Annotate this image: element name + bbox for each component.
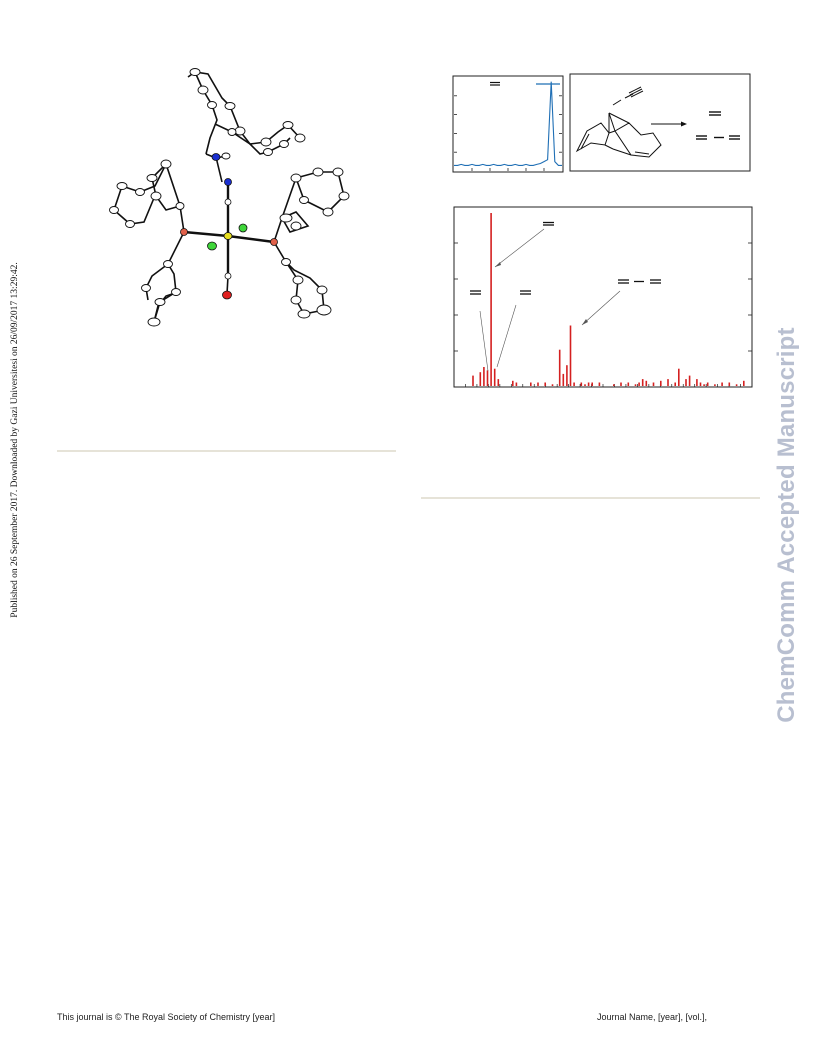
bridged-anthracene-structure (575, 112, 662, 158)
ms-bar (652, 382, 655, 386)
ms-bar (696, 379, 698, 386)
ir-plot-frame (452, 75, 564, 173)
publication-sidebar: Published on 26 September 2017. Download… (4, 240, 26, 640)
phosphorus-atom (270, 238, 278, 246)
ms-bar (674, 382, 676, 386)
annotation-second-peak (496, 290, 531, 368)
ms-bar (678, 368, 680, 386)
ms-bar (638, 382, 640, 386)
nitrogen-atom (224, 178, 232, 186)
ms-bar (667, 379, 669, 386)
ms-bar (613, 384, 615, 386)
ms-bar (551, 384, 554, 386)
annotation-dimer-peak (581, 279, 661, 326)
ms-bar (566, 365, 568, 386)
ms-bar (537, 382, 539, 386)
ms-bar (735, 384, 738, 386)
ms-bar (714, 384, 716, 386)
ms-bar (660, 380, 662, 386)
chlorine-atom (238, 223, 248, 233)
ms-bar (721, 382, 723, 386)
ms-bar (486, 370, 489, 386)
ms-bar (584, 384, 586, 386)
metal-atom (223, 232, 233, 240)
ms-bar (497, 379, 500, 386)
ms-bar (490, 213, 492, 386)
ms-bar (699, 382, 702, 386)
mass-spectrum-chart (453, 206, 753, 388)
crystal-structure-figure (109, 68, 350, 327)
ir-legend-symbol (490, 81, 500, 86)
triple-bond-fragment (612, 86, 644, 106)
ms-bar (573, 382, 575, 386)
ms-bar (703, 384, 705, 386)
ms-bar (544, 382, 546, 386)
ms-bar (627, 382, 630, 386)
ms-bar-series (472, 213, 745, 386)
product-symbols (696, 111, 740, 140)
ms-bar (728, 382, 731, 386)
ms-bar (472, 375, 474, 386)
ellipsoids (109, 68, 350, 327)
scheme-frame (569, 73, 751, 172)
ms-bar (685, 379, 687, 386)
right-section-rule (421, 497, 760, 499)
ms-bar (587, 382, 590, 386)
ms-bar (479, 372, 482, 386)
ms-bar (634, 384, 637, 386)
left-section-rule (57, 450, 396, 452)
ms-bar (580, 382, 583, 386)
ms-bar (483, 367, 485, 386)
reaction-scheme-panel (569, 73, 751, 172)
annotation-main-peak (494, 221, 554, 268)
nitrogen-atom (211, 153, 221, 161)
ms-bar (569, 325, 572, 386)
ms-bar (562, 373, 565, 386)
ms-bar (598, 382, 601, 386)
phosphorus-atom (180, 228, 188, 236)
ms-bar (558, 349, 561, 386)
carbon-atom (224, 198, 232, 206)
ms-bar (743, 380, 745, 386)
ms-bar (706, 382, 709, 386)
ms-bar (641, 379, 644, 386)
ms-bar (512, 380, 514, 386)
ms-bar (530, 382, 532, 386)
ms-bar (515, 382, 518, 386)
ms-bar (688, 375, 691, 386)
chlorine-atom (207, 241, 217, 251)
ms-bar (620, 382, 622, 386)
ms-bar (645, 380, 648, 386)
oxygen-atom (222, 290, 232, 300)
publication-note: Published on 26 September 2017. Download… (10, 262, 20, 618)
ir-axis-ticks (454, 95, 562, 171)
ms-plot-frame (453, 206, 753, 388)
footer-journal-copyright: This journal is © The Royal Society of C… (57, 1012, 276, 1022)
carbon-atom (224, 272, 232, 280)
watermark-text: ChemComm Accepted Manuscript (773, 327, 800, 723)
annotation-left-peak (470, 290, 489, 372)
reaction-arrow (651, 121, 687, 127)
footer-journal-citation: Journal Name, [year], [vol.], (597, 1012, 708, 1022)
ir-trace-series (454, 81, 562, 166)
ir-spectrum-chart (452, 75, 564, 173)
accepted-manuscript-watermark: ChemComm Accepted Manuscript (762, 270, 812, 780)
ms-bar (591, 382, 593, 386)
ms-bar (493, 368, 496, 386)
